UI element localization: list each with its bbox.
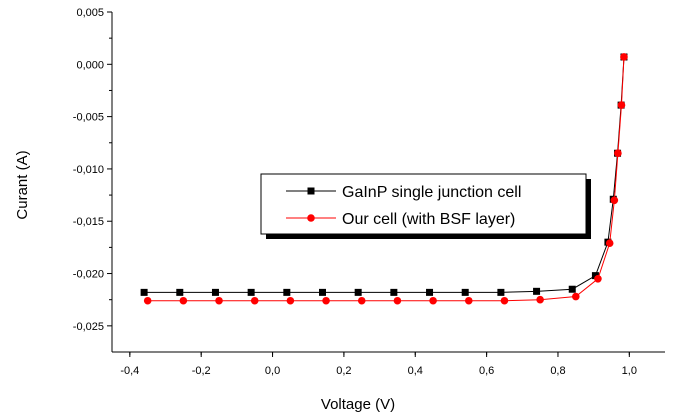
data-point: [500, 296, 509, 305]
y-tick-label: 0,000: [76, 59, 104, 71]
y-tick-label: -0,015: [73, 216, 104, 228]
data-point: [605, 239, 614, 247]
data-point: [614, 149, 622, 158]
data-point: [591, 272, 599, 280]
data-point: [322, 296, 330, 305]
axes: -0,4 -0,2 0,0 0,2 0,4 0,6 0,8 1,0 0,005 0,000 -0,0…: [73, 7, 665, 377]
data-point: [533, 287, 541, 295]
data-point: [426, 288, 434, 296]
data-point: [572, 292, 580, 301]
legend-label: GaInP single junction cell: [342, 184, 521, 201]
y-axis-title: Curant (A): [14, 150, 31, 219]
data-point: [215, 296, 223, 305]
x-tick-label: 0,0: [265, 365, 280, 377]
data-point: [250, 296, 259, 305]
y-tick-label: 0,005: [76, 7, 104, 19]
x-tick-label: 0,2: [336, 365, 351, 377]
data-point: [594, 274, 602, 283]
data-point: [617, 101, 626, 109]
data-point: [610, 196, 619, 205]
data-point: [179, 296, 188, 305]
data-point: [429, 296, 437, 305]
legend-marker-square: [307, 187, 315, 195]
data-point: [461, 288, 469, 296]
x-axis-title: Voltage (V): [321, 396, 395, 413]
y-tick-label: -0,010: [73, 164, 104, 176]
data-point: [390, 288, 398, 296]
data-point: [143, 296, 152, 305]
data-point: [354, 288, 362, 296]
data-point: [176, 288, 184, 296]
x-tick-label: 1,0: [622, 365, 637, 377]
data-point: [620, 53, 628, 61]
y-tick-label: -0,005: [73, 112, 104, 124]
series-layer: [140, 53, 628, 305]
data-point: [536, 295, 544, 304]
y-tick-label: -0,025: [73, 321, 104, 333]
data-point: [357, 296, 366, 305]
data-point: [140, 288, 148, 296]
series-2: [143, 53, 628, 305]
legend-label: Our cell (with BSF layer): [342, 211, 515, 228]
x-tick-label: 0,6: [479, 365, 494, 377]
data-point: [393, 296, 402, 305]
data-point: [211, 288, 219, 296]
data-point: [318, 288, 326, 296]
x-tick-label: -0,4: [120, 365, 139, 377]
legend-box: [260, 173, 587, 235]
legend: GaInP single junction cell Our cell (with…: [260, 173, 591, 239]
data-point: [464, 296, 473, 305]
data-point: [247, 288, 255, 296]
x-tick-label: 0,4: [408, 365, 423, 377]
data-point: [568, 285, 576, 293]
x-tick-label: -0,2: [192, 365, 211, 377]
x-tick-label: 0,8: [550, 365, 565, 377]
data-point: [286, 296, 295, 305]
legend-marker-circle: [307, 214, 315, 222]
y-tick-label: -0,020: [73, 269, 104, 281]
data-point: [497, 288, 505, 296]
data-point: [283, 288, 291, 296]
